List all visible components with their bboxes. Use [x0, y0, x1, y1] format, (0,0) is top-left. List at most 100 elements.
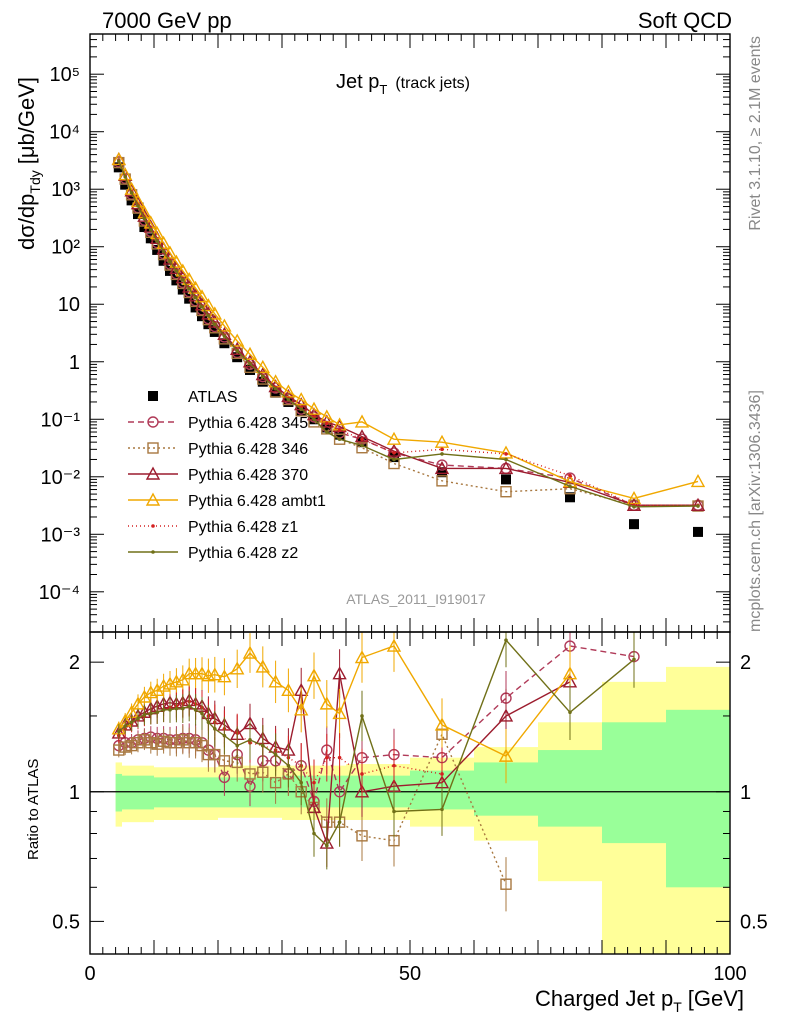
main-y-tick-label-3: 10⁻¹ — [41, 409, 81, 431]
ratio-y-tick-label-right-0: 0.5 — [740, 911, 768, 933]
series-0-point-32 — [693, 526, 703, 537]
xlabel-unit: [GeV] — [688, 986, 744, 1011]
ratio-series-5-point-5 — [149, 711, 153, 716]
ratio-series-4-point-25 — [337, 755, 342, 760]
series-6-point-22 — [299, 407, 304, 411]
ratio-series-1-point-11 — [183, 737, 195, 749]
series-3-point-15 — [207, 314, 222, 328]
ratio-series-2-point-29 — [498, 708, 514, 722]
legend-label-1: Pythia 6.428 345 — [188, 415, 308, 432]
series-4-point-7 — [156, 235, 171, 249]
ratio-series-3-point-22 — [294, 702, 309, 716]
ratio-series-1-point-20 — [269, 776, 282, 789]
ratio-series-5-point-12 — [193, 708, 198, 712]
legend-marker-5 — [151, 524, 155, 528]
ratio-series-3-point-6 — [150, 682, 165, 697]
header-left: 7000 GeV pp — [102, 8, 232, 33]
ratio-series-1-point-10 — [177, 734, 189, 746]
main-ylabel-sub: Tdy — [27, 170, 43, 193]
series-4-line — [118, 159, 699, 500]
series-3-point-16 — [217, 326, 232, 341]
ratio-series-4-point-24 — [325, 755, 329, 760]
legend-label-5: Pythia 6.428 z1 — [188, 519, 298, 536]
ratio-ylabel: Ratio to ATLAS — [25, 759, 42, 860]
series-0-point-13 — [197, 311, 207, 322]
series-6-point-7 — [161, 249, 166, 254]
main-title-note: (track jets) — [395, 75, 470, 92]
series-6-point-23 — [312, 417, 316, 422]
ratio-series-5-point-19 — [261, 743, 265, 748]
series-4-point-10 — [175, 263, 190, 277]
series-6-point-27 — [392, 457, 396, 462]
ratio-series-5-point-14 — [206, 720, 211, 725]
series-0-point-28 — [437, 467, 447, 478]
xlabel-text: Charged Jet p — [535, 986, 673, 1011]
ratio-series-5-point-29 — [504, 638, 508, 642]
legend-marker-1 — [147, 416, 159, 428]
legend-label-2: Pythia 6.428 346 — [188, 441, 308, 458]
ratio-series-5-point-28 — [440, 807, 444, 812]
axes: 0 50 100 10⁻⁴ 10⁻³ 10⁻² 10⁻¹ 1 10 10² 10³ 10⁴ 10⁵ 0.5… — [39, 33, 768, 985]
ratio-series-1-point-1 — [119, 741, 131, 753]
ratio-series-1-point-19 — [257, 766, 269, 778]
series-5-point-26 — [360, 437, 364, 442]
ratio-series-5-point-20 — [273, 752, 278, 757]
main-title-sub: T — [379, 82, 387, 97]
ratio-series-5-point-13 — [200, 711, 204, 716]
ratio-series-3-point-4 — [137, 689, 152, 703]
legend-marker-0 — [148, 391, 158, 401]
ratio-series-4-point-26 — [360, 772, 364, 776]
ratio-series-5-point-10 — [181, 706, 185, 711]
legend-entry-4: Pythia 6.428 ambt1 — [128, 492, 326, 510]
series-0-point-30 — [565, 492, 575, 503]
main-plot-area — [111, 151, 706, 537]
ratio-series-3-point-28 — [434, 717, 450, 731]
series-6-point-15 — [213, 322, 217, 326]
main-ylabel: dσ/dpTdy [μb/GeV] — [14, 77, 43, 250]
ratio-series-1-point-14 — [202, 748, 215, 761]
ratio-series-5-point-3 — [136, 716, 140, 721]
ratio-series-5-point-22 — [299, 780, 304, 785]
series-6-point-13 — [200, 305, 204, 309]
legend-label-0: ATLAS — [188, 389, 238, 406]
ratio-series-1-point-26 — [356, 830, 368, 842]
legend-entry-3: Pythia 6.428 370 — [128, 466, 308, 484]
series-4-point-26 — [354, 414, 370, 428]
ratio-series-1-point-9 — [170, 737, 183, 749]
series-0-point-7 — [158, 255, 169, 266]
ratio-series-2-point-25 — [332, 666, 347, 680]
main-frame — [89, 33, 731, 633]
main-y-tick-label-2: 10⁻² — [41, 467, 81, 489]
series-6-point-10 — [181, 278, 185, 282]
ratio-series-3-point-23 — [306, 668, 322, 682]
series-1-point-28 — [436, 459, 448, 471]
ratio-series-5-point-2 — [129, 720, 134, 725]
series-3-point-11 — [182, 279, 197, 293]
ratio-series-5-point-17 — [235, 743, 239, 748]
series-6-point-30 — [568, 484, 572, 489]
series-2-point-29 — [500, 486, 512, 498]
ratio-series-1-point-16 — [218, 755, 231, 767]
legend-marker-4 — [145, 492, 161, 506]
series-4-point-0 — [111, 151, 126, 166]
legend-entry-0: ATLAS — [148, 389, 238, 406]
main-y-tick-label-4: 1 — [69, 352, 80, 374]
series-4-point-22 — [294, 392, 309, 406]
series-5-point-27 — [392, 451, 396, 455]
series-6-point-29 — [504, 457, 508, 462]
series-4-point-18 — [242, 346, 258, 360]
series-6-point-9 — [174, 269, 179, 273]
series-4-point-15 — [207, 306, 222, 320]
series-2-point-28 — [436, 475, 448, 487]
ratio-series-5-point-23 — [312, 831, 316, 836]
series-0-point-31 — [629, 519, 639, 530]
band-inner-9 — [602, 722, 666, 844]
ratio-series-1-point-7 — [157, 735, 170, 747]
series-5-point-24 — [325, 421, 329, 426]
ratio-series-3-point-24 — [319, 696, 334, 710]
series-3-point-21 — [281, 388, 296, 403]
legend-label-4: Pythia 6.428 ambt1 — [188, 493, 326, 510]
series-4-point-11 — [182, 271, 197, 286]
series-4-point-27 — [386, 431, 402, 445]
ratio-series-5-point-18 — [248, 738, 252, 742]
